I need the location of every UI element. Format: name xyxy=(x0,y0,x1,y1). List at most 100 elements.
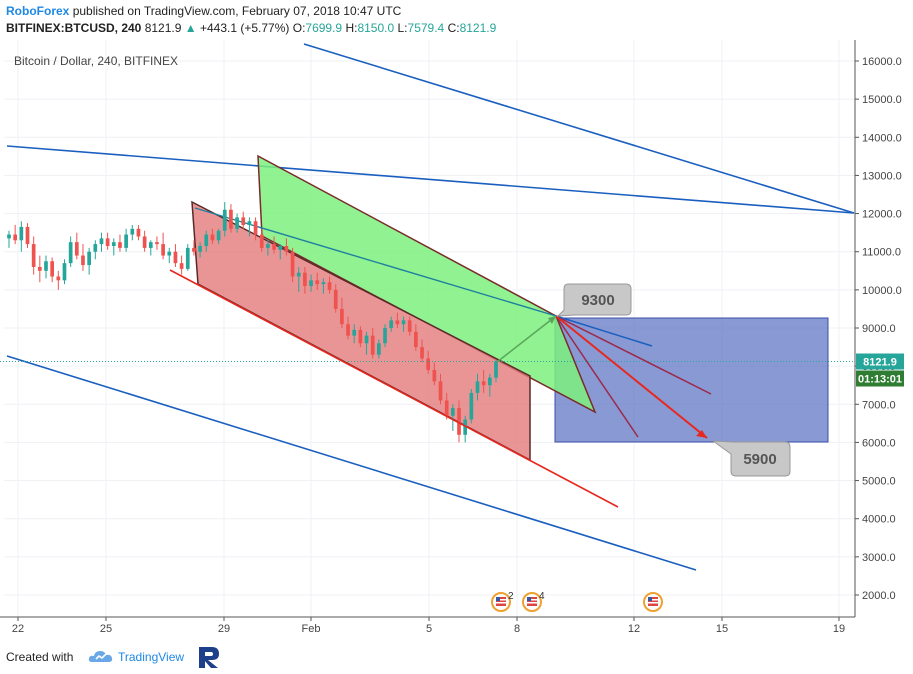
candle-body xyxy=(469,392,474,420)
candle-body xyxy=(99,238,104,245)
us-flag-canton xyxy=(527,597,531,601)
candle-body xyxy=(13,234,18,241)
projection-line-1[interactable] xyxy=(555,315,712,395)
candle-body xyxy=(266,244,270,248)
up-arrow-icon: ▲ xyxy=(184,21,197,35)
publish-info: published on TradingView.com, February 0… xyxy=(72,4,402,18)
green-arrow-line[interactable] xyxy=(496,315,557,363)
us-flag-stripe xyxy=(648,599,658,601)
last-price: 8121.9 xyxy=(144,21,182,35)
low-value: 7579.4 xyxy=(407,21,445,35)
candle-body xyxy=(438,381,443,401)
target-arrow-head xyxy=(696,430,707,438)
candle-body xyxy=(44,261,48,271)
projection-line-2[interactable] xyxy=(555,315,639,438)
candle-body xyxy=(118,242,122,248)
candle-body xyxy=(352,329,357,336)
y-tick-label: 14000.0 xyxy=(862,132,902,144)
author-link[interactable]: RoboForex xyxy=(6,4,70,18)
candle-body xyxy=(346,324,350,336)
last-price-tag xyxy=(856,353,904,370)
event-count-label: 2 xyxy=(508,591,514,602)
candle-body xyxy=(105,238,110,246)
candle-body xyxy=(142,236,147,248)
chart-title: Bitcoin / Dollar, 240, BITFINEX xyxy=(14,54,178,68)
price-chart[interactable]: 2000.03000.04000.05000.06000.07000.08000… xyxy=(0,40,913,640)
channel-upper-line[interactable] xyxy=(6,145,855,214)
last-price-tag-label: 8121.9 xyxy=(863,356,897,368)
candle-body xyxy=(161,244,165,256)
candle-body xyxy=(327,282,332,290)
candle-body xyxy=(74,242,79,256)
open-label: O: xyxy=(292,21,306,35)
y-tick-label: 2000.0 xyxy=(862,590,896,602)
us-flag-stripe xyxy=(648,602,658,604)
x-tick-label: 25 xyxy=(100,623,112,635)
green-channel-zone[interactable] xyxy=(257,154,597,414)
y-tick-label: 11000.0 xyxy=(862,247,901,259)
us-flag-stripe xyxy=(527,599,537,601)
candle-body xyxy=(414,331,418,348)
candle-body xyxy=(487,377,492,386)
x-tick-label: 8 xyxy=(514,623,520,635)
tradingview-cloud-icon[interactable] xyxy=(88,646,114,666)
target-arrow-line[interactable] xyxy=(555,315,708,439)
tradingview-link[interactable]: TradingView xyxy=(118,650,185,664)
candle-body xyxy=(284,245,289,252)
candle-body xyxy=(130,228,135,235)
y-tick-label: 4000.0 xyxy=(862,514,896,526)
candle-body xyxy=(204,234,209,246)
chart-header: RoboForex published on TradingView.com, … xyxy=(0,0,913,40)
y-tick-label: 12000.0 xyxy=(862,209,902,221)
x-tick-label: Feb xyxy=(302,623,321,635)
candle-body xyxy=(37,266,42,271)
candle-body xyxy=(340,308,344,325)
candle-body xyxy=(167,251,172,256)
candle-body xyxy=(358,329,363,344)
candle-body xyxy=(56,276,61,281)
chart-area[interactable]: 2000.03000.04000.05000.06000.07000.08000… xyxy=(0,40,913,640)
candle-body xyxy=(315,280,320,285)
candle-body xyxy=(475,381,480,393)
annotation-5900-label: 5900 xyxy=(743,451,776,468)
red-lower-line[interactable] xyxy=(169,269,619,508)
x-tick-label: 22 xyxy=(12,623,24,635)
candle-body xyxy=(278,245,283,250)
y-tick-label: 9000.0 xyxy=(862,323,896,335)
us-flag-stripe xyxy=(496,599,506,601)
candle-body xyxy=(235,217,239,229)
candle-body xyxy=(377,343,381,355)
candle-body xyxy=(321,282,326,285)
candle-body xyxy=(450,408,455,416)
high-label: H: xyxy=(345,21,358,35)
candle-body xyxy=(364,335,369,344)
candle-body xyxy=(481,381,486,386)
price-change: +443.1 (+5.77%) xyxy=(199,21,290,35)
candle-body xyxy=(229,209,233,229)
publish-line: RoboForex published on TradingView.com, … xyxy=(6,4,401,18)
candle-body xyxy=(111,242,116,246)
candle-body xyxy=(296,272,301,277)
candle-body xyxy=(192,247,196,252)
candle-body xyxy=(87,251,91,266)
projection-line-3[interactable] xyxy=(555,315,653,347)
us-flag-stripe xyxy=(527,602,537,604)
channel-top-line[interactable] xyxy=(303,43,855,214)
candle-body xyxy=(290,251,295,277)
us-flag-stripe xyxy=(496,602,506,604)
us-flag-icon xyxy=(527,597,537,606)
symbol-label: BITFINEX:BTCUSD, 240 xyxy=(6,21,142,35)
us-flag-icon xyxy=(496,597,506,606)
candle-body xyxy=(241,217,246,226)
close-value: 8121.9 xyxy=(459,21,497,35)
channel-lower-line[interactable] xyxy=(6,355,697,571)
y-tick-label: 13000.0 xyxy=(862,170,902,182)
candle-body xyxy=(93,244,98,252)
countdown-label: 01:13:01 xyxy=(858,373,902,385)
y-tick-label: 6000.0 xyxy=(862,437,896,449)
x-tick-label: 29 xyxy=(218,623,230,635)
candle-body xyxy=(50,261,55,277)
candle-body xyxy=(494,361,498,378)
us-flag-icon xyxy=(648,597,658,606)
green-arrow-head xyxy=(548,316,556,324)
